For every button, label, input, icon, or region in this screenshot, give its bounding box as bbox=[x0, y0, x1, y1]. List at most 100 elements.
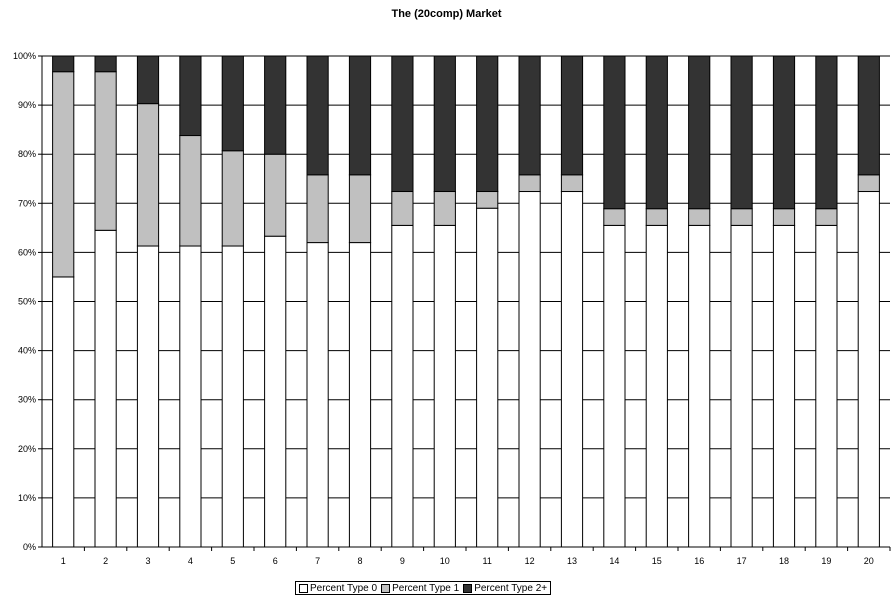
legend-label: Percent Type 2+ bbox=[474, 582, 548, 594]
bar-segment-type-1 bbox=[348, 174, 372, 244]
bar-segment-type-2 bbox=[815, 55, 838, 210]
bar-segment-type-1 bbox=[306, 174, 329, 244]
bar-segment-type-1 bbox=[772, 208, 796, 226]
y-tick-label: 100% bbox=[13, 51, 36, 61]
bar-segment-type-2 bbox=[179, 55, 202, 137]
legend-swatch bbox=[381, 583, 391, 593]
bar-segment-type-1 bbox=[603, 208, 626, 226]
x-tick-label: 17 bbox=[737, 556, 747, 566]
y-tick-label: 20% bbox=[18, 444, 36, 454]
bar-segment-type-1 bbox=[815, 208, 838, 226]
bar-segment-type-1 bbox=[645, 208, 668, 226]
x-tick-label: 2 bbox=[103, 556, 108, 566]
x-tick-label: 4 bbox=[188, 556, 193, 566]
bar-segment-type-0 bbox=[730, 224, 753, 548]
y-tick-label: 70% bbox=[18, 198, 36, 208]
bar-segment-type-2 bbox=[348, 55, 372, 176]
bar-segment-type-0 bbox=[560, 191, 584, 548]
legend-label: Percent Type 1 bbox=[392, 582, 460, 594]
bar-segment-type-1 bbox=[560, 174, 584, 193]
x-tick-label: 6 bbox=[273, 556, 278, 566]
bar-segment-type-1 bbox=[730, 208, 753, 226]
y-tick-label: 30% bbox=[18, 395, 36, 405]
bar-segment-type-2 bbox=[476, 55, 499, 193]
y-tick-label: 80% bbox=[18, 149, 36, 159]
bar-segment-type-2 bbox=[433, 55, 456, 193]
bar-segment-type-2 bbox=[264, 55, 287, 155]
bar-segment-type-2 bbox=[518, 55, 541, 176]
legend-label: Percent Type 0 bbox=[310, 582, 378, 594]
x-tick-label: 3 bbox=[145, 556, 150, 566]
x-tick-label: 19 bbox=[821, 556, 831, 566]
bar-segment-type-2 bbox=[688, 55, 711, 210]
bar-segment-type-0 bbox=[179, 245, 202, 548]
bar-segment-type-2 bbox=[52, 55, 75, 73]
y-tick-label: 0% bbox=[23, 542, 36, 552]
x-tick-label: 16 bbox=[694, 556, 704, 566]
bar-segment-type-1 bbox=[518, 174, 541, 193]
bar-segment-type-0 bbox=[348, 242, 372, 548]
bar-segment-type-2 bbox=[136, 55, 160, 105]
x-tick-label: 20 bbox=[864, 556, 874, 566]
bar-segment-type-2 bbox=[645, 55, 668, 210]
bar-segment-type-0 bbox=[815, 224, 838, 548]
bar-segment-type-1 bbox=[857, 174, 880, 193]
legend-swatch bbox=[463, 583, 473, 593]
x-tick-label: 1 bbox=[61, 556, 66, 566]
bar-segment-type-1 bbox=[136, 103, 160, 247]
x-tick-label: 7 bbox=[315, 556, 320, 566]
bar-segment-type-2 bbox=[94, 55, 117, 73]
bar-segment-type-0 bbox=[94, 229, 117, 548]
bar-segment-type-0 bbox=[688, 224, 711, 548]
x-tick-label: 10 bbox=[440, 556, 450, 566]
bar-segment-type-1 bbox=[391, 191, 414, 226]
x-tick-label: 9 bbox=[400, 556, 405, 566]
bar-segment-type-2 bbox=[857, 55, 880, 176]
x-tick-label: 8 bbox=[357, 556, 362, 566]
bar-segment-type-2 bbox=[391, 55, 414, 193]
bar-segment-type-0 bbox=[603, 224, 626, 548]
y-tick-label: 50% bbox=[18, 297, 36, 307]
x-tick-label: 14 bbox=[609, 556, 619, 566]
bar-segment-type-2 bbox=[560, 55, 584, 176]
bar-segment-type-0 bbox=[645, 224, 668, 548]
bar-segment-type-2 bbox=[772, 55, 796, 210]
x-tick-label: 11 bbox=[483, 556, 492, 566]
legend-item: Percent Type 2+ bbox=[463, 583, 547, 594]
x-tick-label: 13 bbox=[567, 556, 577, 566]
y-tick-label: 10% bbox=[18, 493, 36, 503]
bar-segment-type-1 bbox=[221, 150, 244, 247]
bar-segment-type-1 bbox=[179, 135, 202, 247]
bar-segment-type-0 bbox=[264, 235, 287, 548]
bar-segment-type-2 bbox=[306, 55, 329, 176]
bar-segment-type-0 bbox=[476, 207, 499, 548]
bar-segment-type-0 bbox=[518, 191, 541, 548]
bar-segment-type-1 bbox=[94, 71, 117, 231]
bar-segment-type-0 bbox=[391, 224, 414, 548]
bar-segment-type-0 bbox=[306, 242, 329, 548]
y-tick-label: 40% bbox=[18, 346, 36, 356]
x-tick-label: 18 bbox=[779, 556, 789, 566]
chart-title: The (20comp) Market bbox=[391, 8, 502, 20]
bar-segment-type-1 bbox=[688, 208, 711, 226]
x-tick-label: 5 bbox=[230, 556, 235, 566]
y-tick-label: 60% bbox=[18, 247, 36, 257]
legend-swatch bbox=[299, 583, 308, 593]
bar-segment-type-2 bbox=[221, 55, 244, 152]
bar-segment-type-1 bbox=[264, 153, 287, 237]
bar-segment-type-0 bbox=[772, 224, 796, 548]
bar-segment-type-0 bbox=[221, 245, 244, 548]
legend-item: Percent Type 1 bbox=[381, 583, 459, 594]
bar-segment-type-1 bbox=[476, 191, 499, 209]
x-tick-label: 12 bbox=[525, 556, 535, 566]
legend: Percent Type 0 Percent Type 1 Percent Type… bbox=[295, 581, 552, 595]
legend-item: Percent Type 0 bbox=[299, 583, 377, 594]
bar-segment-type-2 bbox=[603, 55, 626, 210]
bar-segment-type-1 bbox=[52, 71, 75, 278]
bar-segment-type-2 bbox=[730, 55, 753, 210]
bar-segment-type-0 bbox=[52, 276, 75, 548]
bar-segment-type-0 bbox=[136, 245, 160, 548]
bar-segment-type-0 bbox=[857, 191, 880, 548]
